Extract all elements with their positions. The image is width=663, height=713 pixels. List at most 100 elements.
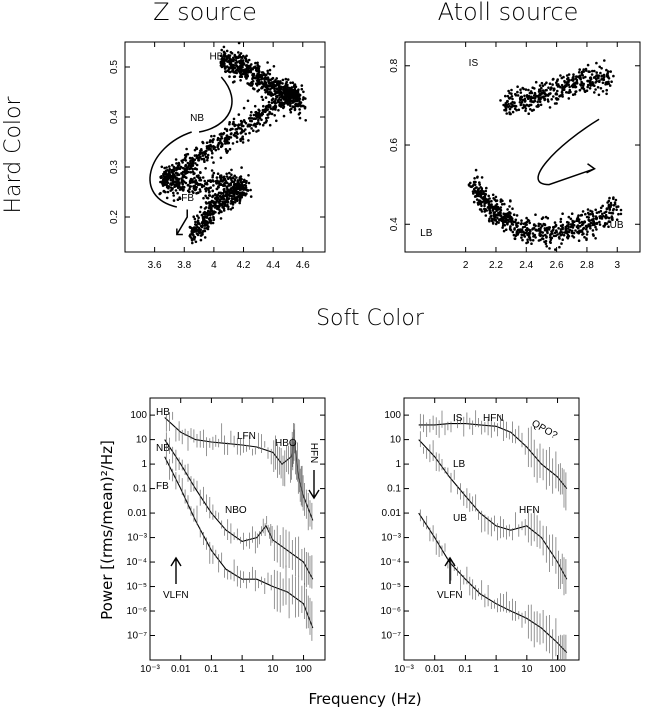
data-point <box>231 206 234 209</box>
data-point <box>588 87 592 90</box>
data-point <box>601 212 604 216</box>
data-point <box>277 90 280 94</box>
x-tick-label: 4.6 <box>296 260 310 271</box>
data-point <box>195 163 199 167</box>
data-point <box>494 199 498 203</box>
data-point <box>256 111 259 115</box>
data-point <box>197 191 200 194</box>
data-point <box>474 195 478 198</box>
data-point <box>531 228 534 231</box>
x-tick-label: 1 <box>493 664 499 675</box>
data-point <box>264 83 268 86</box>
data-point <box>230 200 234 203</box>
data-point <box>295 96 299 100</box>
data-point <box>302 104 305 108</box>
data-point <box>565 224 569 227</box>
data-point <box>599 71 602 75</box>
data-point <box>519 230 523 234</box>
data-point <box>263 88 267 92</box>
data-point <box>228 75 231 78</box>
data-point <box>511 207 514 210</box>
data-point <box>552 95 555 98</box>
data-point <box>575 225 579 229</box>
y-tick-label: 0.01 <box>382 508 402 519</box>
data-point <box>252 129 255 132</box>
data-point <box>226 185 229 188</box>
data-point <box>280 92 284 96</box>
data-point <box>527 231 530 235</box>
data-point <box>289 110 293 114</box>
series-label-fb: FB <box>156 481 169 492</box>
data-point <box>556 89 559 93</box>
data-point <box>219 156 223 160</box>
data-point <box>235 176 238 179</box>
data-point <box>288 101 292 104</box>
data-point <box>604 210 608 214</box>
data-point <box>602 224 605 228</box>
data-point <box>184 159 188 162</box>
data-point <box>249 188 252 192</box>
data-point <box>595 228 598 231</box>
data-point <box>180 181 183 184</box>
data-point <box>176 198 180 201</box>
data-point <box>537 239 541 242</box>
data-point <box>562 75 565 79</box>
data-point <box>264 96 268 99</box>
data-point <box>472 192 475 195</box>
data-point <box>514 105 518 108</box>
z-pds-frame <box>149 397 326 661</box>
data-point <box>232 180 236 184</box>
data-point <box>559 74 562 77</box>
data-point <box>476 192 479 195</box>
data-point <box>226 135 229 139</box>
data-point <box>208 179 212 182</box>
data-point <box>227 141 231 145</box>
data-point <box>169 186 173 189</box>
data-point <box>290 107 293 110</box>
data-point <box>188 162 191 166</box>
data-point <box>599 209 603 213</box>
data-point <box>499 214 502 217</box>
data-point <box>266 88 270 91</box>
data-point <box>571 93 575 96</box>
data-point <box>195 181 198 184</box>
data-point <box>186 183 190 187</box>
data-point <box>244 57 248 61</box>
data-point <box>160 175 163 178</box>
data-point <box>586 63 590 67</box>
data-point <box>558 95 561 98</box>
data-point <box>496 208 500 211</box>
data-point <box>192 172 195 176</box>
data-point <box>524 99 527 103</box>
data-point <box>274 97 277 101</box>
data-point <box>602 73 606 77</box>
data-point <box>194 220 197 224</box>
data-point <box>222 50 226 54</box>
data-point <box>234 134 237 138</box>
data-point <box>273 92 277 96</box>
data-point <box>530 99 533 103</box>
data-point <box>222 184 225 187</box>
data-point <box>555 230 558 234</box>
branch-label: UB <box>610 220 624 231</box>
data-point <box>524 107 528 110</box>
data-point <box>611 216 614 220</box>
data-point <box>235 140 239 144</box>
data-point <box>269 105 272 108</box>
data-point <box>253 66 257 70</box>
data-point <box>198 210 202 214</box>
data-point <box>181 170 185 174</box>
data-point <box>233 186 237 189</box>
data-point <box>567 215 571 219</box>
data-point <box>254 61 257 65</box>
data-point <box>197 159 201 162</box>
data-point <box>228 121 231 124</box>
data-point <box>190 239 194 242</box>
data-point <box>240 137 243 140</box>
data-point <box>193 238 196 241</box>
data-point <box>213 146 217 149</box>
data-point <box>492 197 495 200</box>
data-point <box>586 79 590 83</box>
data-point <box>176 173 179 177</box>
data-point <box>159 191 162 195</box>
